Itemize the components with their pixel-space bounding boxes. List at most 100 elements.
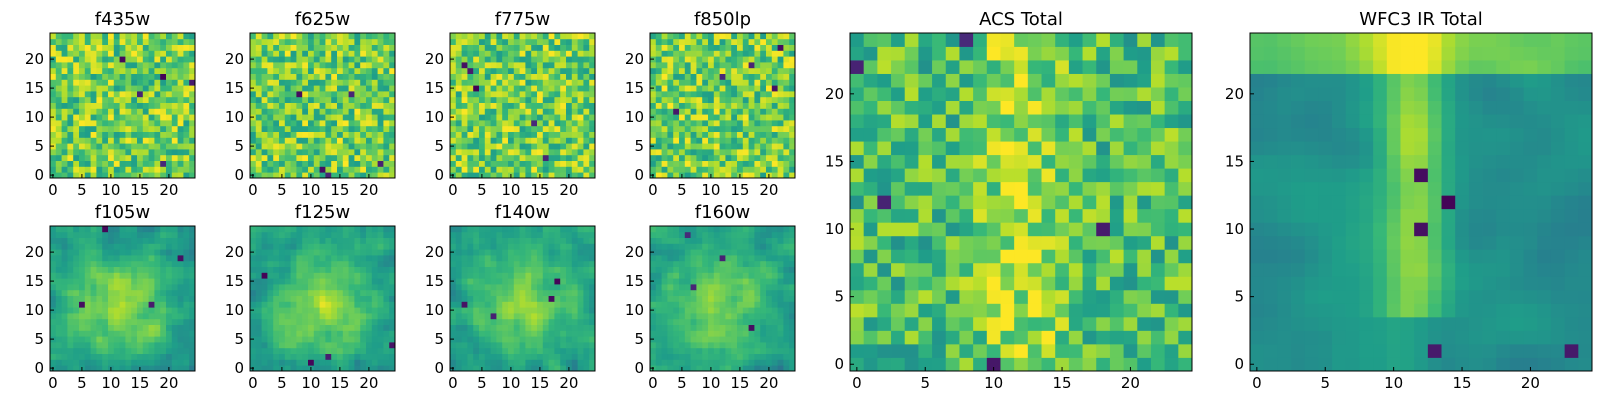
heatmap-cell: [166, 359, 173, 366]
heatmap-cell: [84, 85, 91, 92]
heatmap-cell: [548, 120, 555, 127]
heatmap-cell: [90, 154, 97, 161]
heatmap-cell: [171, 266, 178, 273]
heatmap-cell: [84, 226, 91, 233]
heatmap-cell: [537, 301, 544, 308]
heatmap-cell: [577, 38, 584, 45]
heatmap-cell: [154, 301, 161, 308]
heatmap-cell: [313, 307, 320, 314]
heatmap-cell: [313, 50, 320, 57]
heatmap-cell: [508, 38, 515, 45]
heatmap-cell: [673, 166, 680, 173]
heatmap-cell: [290, 318, 297, 325]
heatmap-cell: [79, 91, 86, 98]
heatmap-cell: [554, 73, 561, 80]
heatmap-cell: [166, 330, 173, 337]
heatmap-cell: [383, 249, 390, 256]
heatmap-cell: [461, 307, 468, 314]
heatmap-cell: [377, 108, 384, 115]
heatmap-cell: [708, 73, 715, 80]
x-tick-label: 0: [48, 374, 58, 392]
heatmap-cell: [589, 79, 596, 86]
heatmap-cell: [719, 166, 726, 173]
heatmap-cell: [284, 149, 291, 156]
heatmap-cell: [113, 336, 120, 343]
heatmap-cell: [731, 313, 738, 320]
heatmap-cell: [760, 284, 767, 291]
heatmap-cell: [708, 91, 715, 98]
heatmap-cell: [542, 79, 549, 86]
heatmap-cell: [737, 359, 744, 366]
heatmap-cell: [371, 278, 378, 285]
heatmap-cell: [525, 237, 532, 244]
heatmap-cell: [325, 342, 332, 349]
heatmap-cell: [708, 324, 715, 331]
heatmap-cell: [79, 67, 86, 74]
heatmap-cell: [655, 260, 662, 267]
heatmap-cell: [389, 160, 396, 167]
heatmap-cell: [479, 307, 486, 314]
heatmap-cell: [696, 137, 703, 144]
heatmap-cell: [502, 243, 509, 250]
heatmap-cell: [537, 56, 544, 63]
heatmap-cell: [537, 91, 544, 98]
heatmap-cell: [589, 301, 596, 308]
heatmap-cell: [354, 149, 361, 156]
heatmap-cell: [519, 56, 526, 63]
heatmap-cell: [354, 125, 361, 132]
heatmap-cell: [467, 44, 474, 51]
heatmap-cell: [783, 114, 790, 121]
heatmap-cell: [673, 160, 680, 167]
heatmap-cell: [108, 114, 115, 121]
heatmap-cell: [589, 243, 596, 250]
heatmap-cell: [542, 336, 549, 343]
heatmap-cell: [455, 154, 462, 161]
heatmap-cell: [319, 255, 326, 262]
heatmap-cell: [90, 143, 97, 150]
heatmap-cell: [583, 154, 590, 161]
heatmap-cell: [679, 160, 686, 167]
heatmap-cell: [308, 318, 315, 325]
heatmap-cell: [166, 114, 173, 121]
heatmap-cell: [113, 85, 120, 92]
heatmap-cell: [131, 96, 138, 103]
heatmap-cell: [467, 255, 474, 262]
heatmap-cell: [789, 284, 796, 291]
heatmap-cell: [690, 56, 697, 63]
heatmap-cell: [67, 79, 74, 86]
heatmap-cell: [389, 330, 396, 337]
heatmap-cell: [90, 353, 97, 360]
heatmap-cell: [519, 255, 526, 262]
heatmap-cell: [490, 307, 497, 314]
heatmap-cell: [789, 62, 796, 69]
heatmap-cell: [67, 255, 74, 262]
heatmap-cell: [113, 149, 120, 156]
heatmap-cell: [684, 91, 691, 98]
heatmap-cell: [113, 73, 120, 80]
heatmap-cell: [754, 160, 761, 167]
heatmap-cell: [102, 50, 109, 57]
heatmap-cell: [383, 307, 390, 314]
heatmap-cell: [731, 102, 738, 109]
heatmap-cell: [566, 85, 573, 92]
heatmap-cell: [273, 278, 280, 285]
heatmap-cell: [50, 149, 57, 156]
heatmap-cell: [679, 330, 686, 337]
x-tick-label: 5: [477, 374, 487, 392]
heatmap-cell: [661, 353, 668, 360]
heatmap-cell: [589, 137, 596, 144]
heatmap-cell: [319, 125, 326, 132]
heatmap-cell: [137, 160, 144, 167]
heatmap-cell: [655, 79, 662, 86]
heatmap-cell: [290, 342, 297, 349]
heatmap-cell: [319, 249, 326, 256]
heatmap-cell: [154, 313, 161, 320]
heatmap-cell: [748, 301, 755, 308]
heatmap-cell: [142, 342, 149, 349]
heatmap-cell: [377, 56, 384, 63]
heatmap-cell: [331, 143, 338, 150]
heatmap-cell: [148, 102, 155, 109]
heatmap-cell: [702, 91, 709, 98]
heatmap-cell: [102, 85, 109, 92]
heatmap-cell: [467, 160, 474, 167]
